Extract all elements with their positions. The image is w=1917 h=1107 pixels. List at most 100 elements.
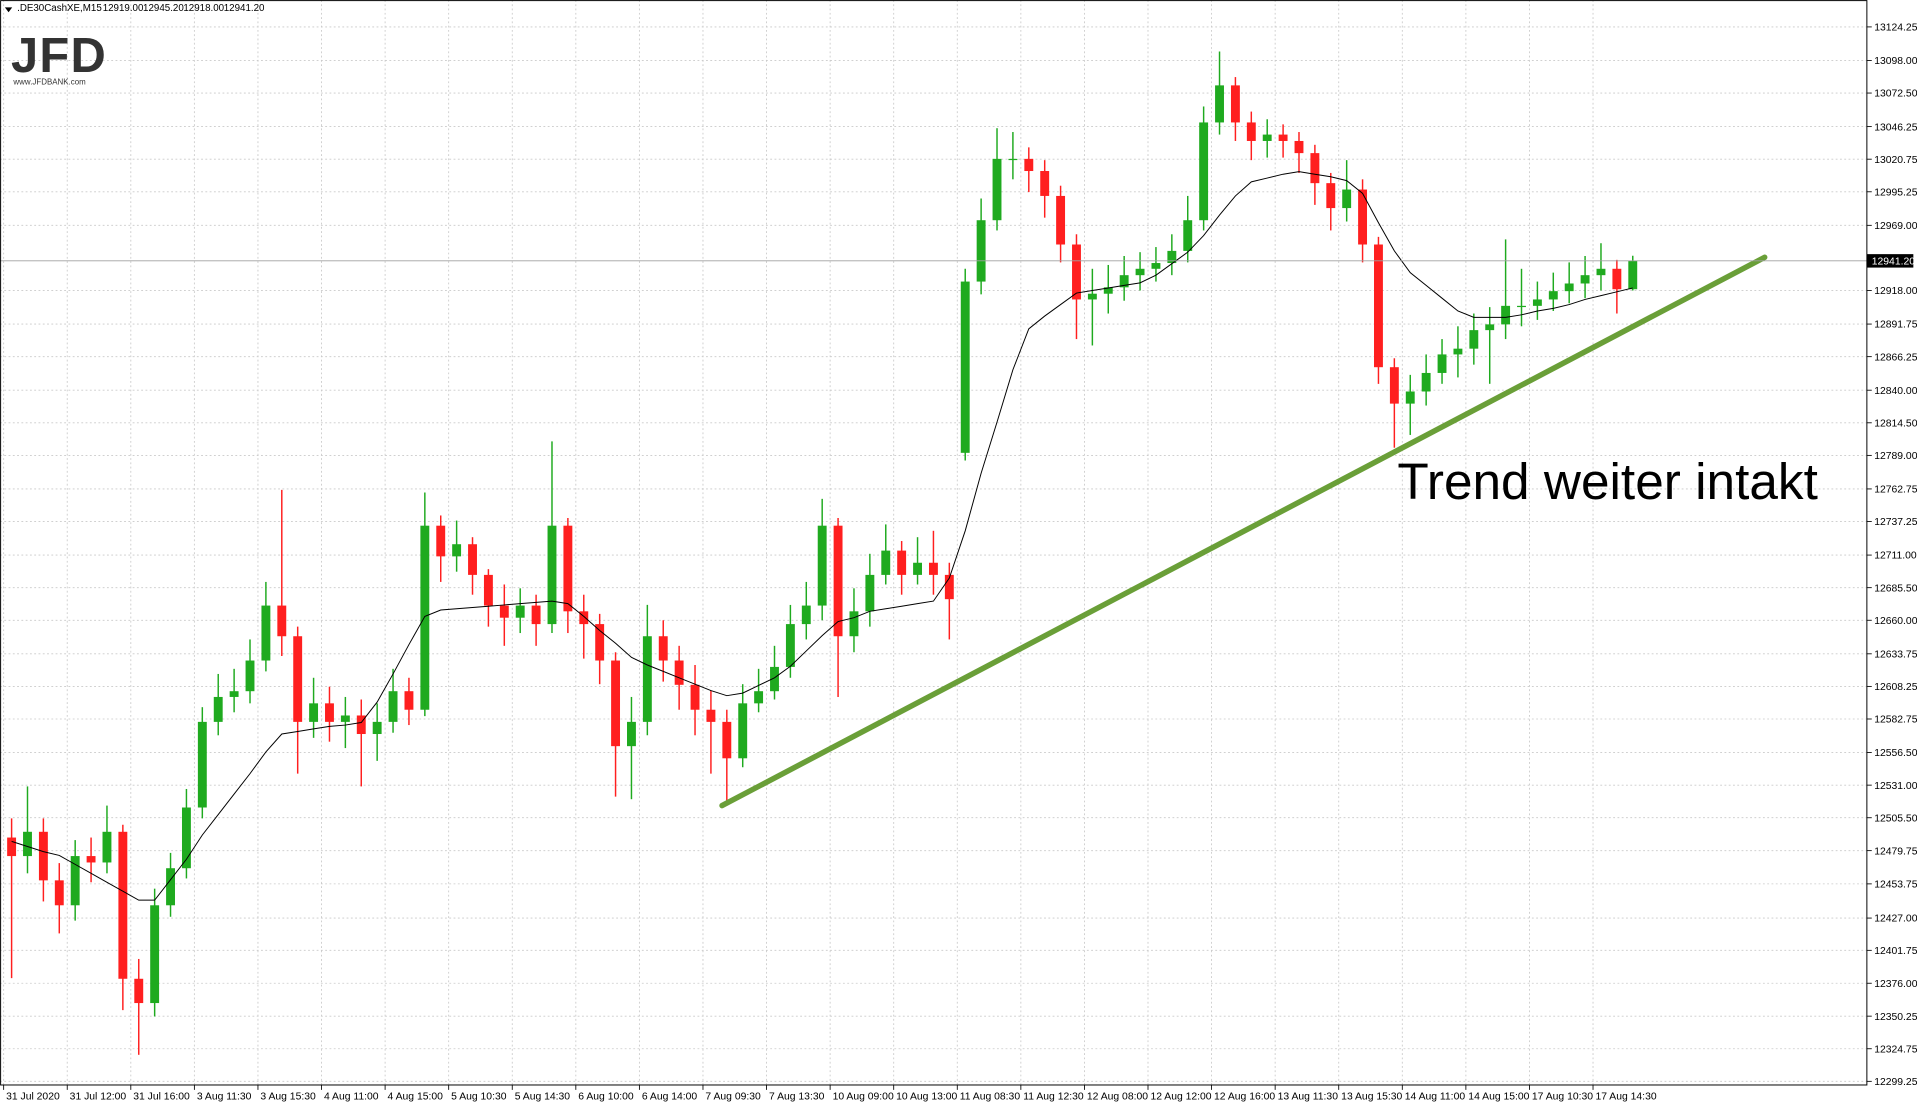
candle-body <box>754 691 764 704</box>
x-tick-label: 5 Aug 10:30 <box>451 1092 507 1103</box>
y-tick-label: 12891.75 <box>1874 320 1917 331</box>
candle-body <box>690 684 700 710</box>
candle-body <box>325 703 334 722</box>
candle-body <box>150 905 160 1004</box>
candle-body <box>817 525 827 606</box>
y-tick-label: 12711.00 <box>1874 551 1917 562</box>
y-tick-label: 12995.25 <box>1874 187 1917 198</box>
candle-body <box>1421 372 1431 392</box>
y-tick-label: 13020.75 <box>1874 155 1917 166</box>
candle-body <box>499 605 509 618</box>
candle-body <box>642 636 652 722</box>
y-tick-label: 12840.00 <box>1874 386 1917 397</box>
candle-body <box>722 721 732 759</box>
x-tick-label: 4 Aug 11:00 <box>324 1092 379 1103</box>
candle-body <box>611 660 621 747</box>
plot-frame <box>0 0 1868 1086</box>
logo-brand: JFD <box>11 29 107 83</box>
y-tick-label: 13098.00 <box>1874 56 1917 67</box>
x-tick-label: 14 Aug 15:00 <box>1468 1092 1529 1103</box>
candle-body <box>1469 330 1479 349</box>
y-tick-label: 12427.00 <box>1874 914 1917 925</box>
axes: 13124.25 13098.00 13072.50 13046.25 13020.75… <box>3 23 1917 1103</box>
x-tick-label: 3 Aug 11:30 <box>197 1092 252 1103</box>
candle-body <box>293 636 303 722</box>
candle-body <box>213 696 223 722</box>
candle-body <box>1278 134 1288 141</box>
candle-body <box>1326 183 1336 209</box>
candle-body <box>404 691 414 710</box>
candle-body <box>1374 244 1383 368</box>
candle-body <box>1548 291 1558 300</box>
candle-body <box>738 703 748 759</box>
candle-body <box>579 611 589 625</box>
candle-body <box>1183 220 1193 251</box>
price-low: 12918.00 <box>183 3 224 14</box>
moving-average <box>11 171 1633 901</box>
candle-body <box>1230 85 1240 123</box>
candle-body <box>960 281 970 453</box>
candle-body <box>1405 391 1415 404</box>
y-tick-label: 12505.50 <box>1874 813 1917 824</box>
candle-body <box>436 525 446 557</box>
candle-body <box>658 636 668 661</box>
x-tick-label: 6 Aug 10:00 <box>578 1092 634 1103</box>
y-tick-label: 12531.00 <box>1874 781 1917 792</box>
candle-body <box>388 691 398 722</box>
candle-body <box>309 703 319 722</box>
candle-body <box>770 666 779 692</box>
candle-body <box>261 605 271 661</box>
x-tick-label: 11 Aug 08:30 <box>960 1092 1021 1103</box>
logo-url: www.JFDBANK.com <box>12 77 86 86</box>
candle-body <box>515 605 525 618</box>
x-tick-label: 13 Aug 11:30 <box>1278 1092 1339 1103</box>
x-tick-label: 14 Aug 11:00 <box>1405 1092 1466 1103</box>
candle-body <box>1532 299 1542 306</box>
candle-body <box>340 715 350 722</box>
x-tick-label: 12 Aug 12:00 <box>1150 1092 1211 1103</box>
candle-body <box>277 605 287 637</box>
y-tick-label: 13046.25 <box>1874 122 1917 133</box>
last-price-box <box>1866 254 1914 268</box>
candle-body <box>1119 275 1129 288</box>
candle-body <box>38 831 48 881</box>
candle-body <box>1294 140 1304 154</box>
candle-body <box>563 525 573 612</box>
candle-body <box>1199 122 1209 221</box>
x-tick-label: 5 Aug 14:30 <box>515 1092 571 1103</box>
y-tick-label: 12608.25 <box>1874 682 1917 693</box>
overlays <box>0 171 1867 901</box>
candle-body <box>372 721 382 735</box>
candle-body <box>1103 287 1113 294</box>
candle-body <box>229 691 239 697</box>
candle-body <box>881 550 891 575</box>
candle-body <box>166 868 175 906</box>
x-tick-label: 4 Aug 15:00 <box>388 1092 444 1103</box>
y-tick-label: 12324.75 <box>1874 1044 1917 1055</box>
candle-body <box>1151 263 1161 269</box>
last-price-label: 12941.20 <box>1872 257 1915 268</box>
candle-body <box>1024 158 1034 172</box>
candle-body <box>992 158 1002 221</box>
candle-body <box>801 605 811 625</box>
y-tick-label: 12969.00 <box>1874 221 1917 232</box>
x-tick-label: 10 Aug 13:00 <box>896 1092 957 1103</box>
candle-body <box>452 544 462 557</box>
candle-body <box>420 525 430 710</box>
y-tick-label: 12401.75 <box>1874 946 1917 957</box>
x-tick-label: 7 Aug 13:30 <box>769 1092 825 1103</box>
y-tick-label: 12350.25 <box>1874 1012 1917 1023</box>
price-open: 12919.00 <box>103 3 144 14</box>
candle-body <box>1215 85 1224 123</box>
y-tick-label: 12814.50 <box>1874 418 1917 429</box>
candle-body <box>1437 354 1447 373</box>
menu-arrow[interactable] <box>4 7 13 13</box>
candle-body <box>1167 250 1177 264</box>
candle-body <box>1485 324 1495 331</box>
candle-body <box>86 856 96 863</box>
candle-body <box>1087 293 1097 300</box>
candle-body <box>531 605 541 625</box>
x-tick-label: 10 Aug 09:00 <box>833 1092 894 1103</box>
candle-body <box>897 550 907 575</box>
